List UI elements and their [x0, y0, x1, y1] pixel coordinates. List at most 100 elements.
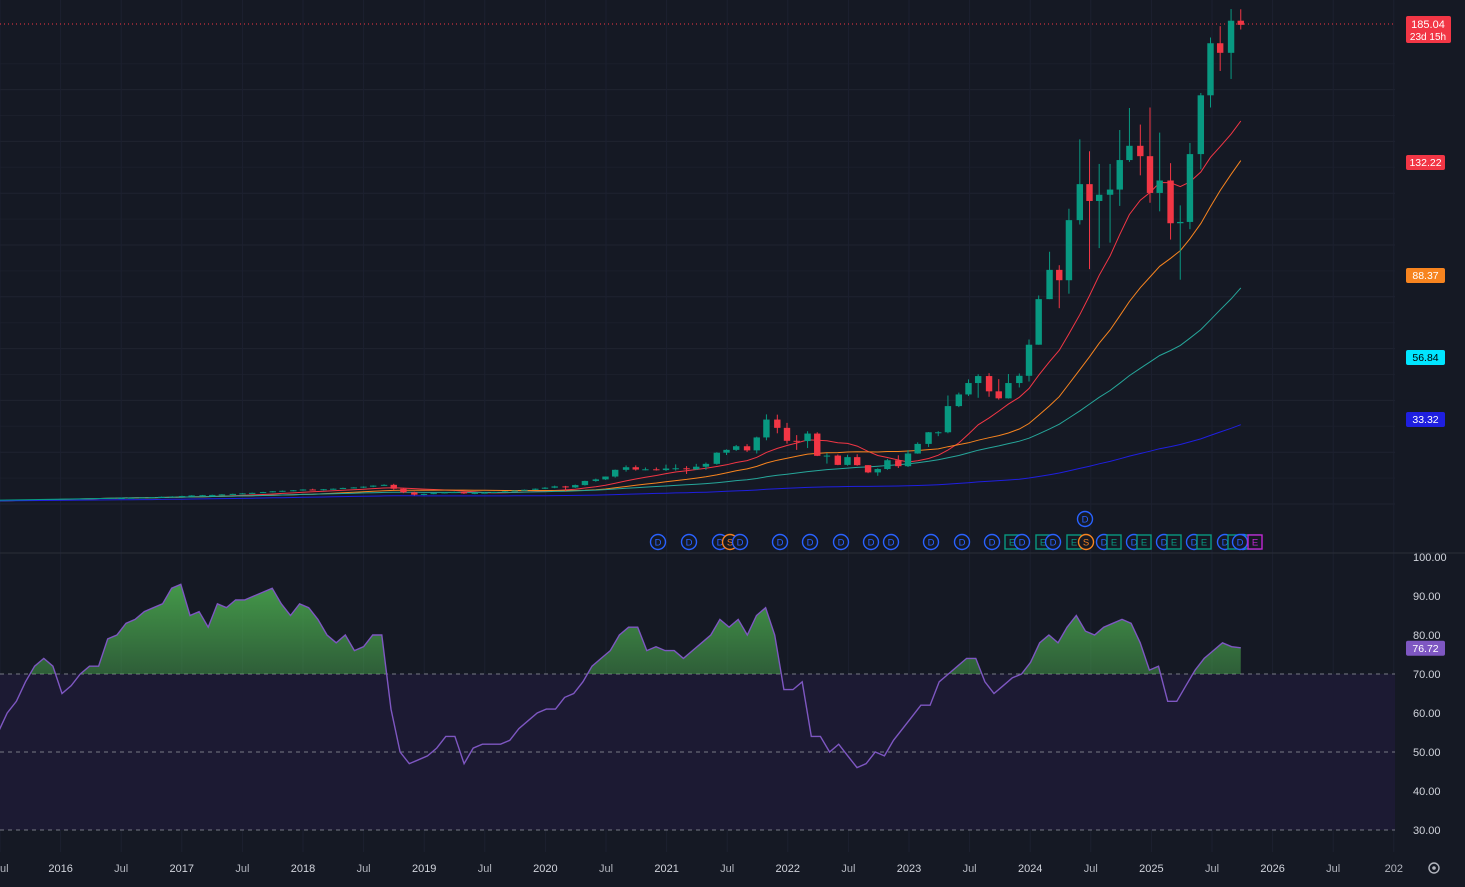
- candle-up[interactable]: [723, 449, 730, 453]
- ma-value-badge[interactable]: [1406, 155, 1445, 170]
- candle-down[interactable]: [411, 492, 418, 495]
- candle-up[interactable]: [925, 432, 932, 444]
- candle-up[interactable]: [269, 491, 276, 493]
- candle-up[interactable]: [360, 486, 367, 488]
- candle-up[interactable]: [369, 485, 377, 487]
- candle-up[interactable]: [138, 497, 146, 499]
- candle-down[interactable]: [1086, 184, 1093, 201]
- candle-down[interactable]: [400, 488, 407, 493]
- candle-up[interactable]: [914, 443, 921, 454]
- event-marker-e[interactable]: E: [1136, 534, 1152, 550]
- candle-up[interactable]: [1177, 221, 1184, 224]
- candle-up[interactable]: [804, 433, 811, 442]
- candle-up[interactable]: [169, 496, 176, 498]
- candle-up[interactable]: [1076, 184, 1084, 221]
- candle-down[interactable]: [460, 492, 468, 494]
- event-marker-d[interactable]: D: [1044, 533, 1062, 551]
- candle-up[interactable]: [1156, 180, 1163, 193]
- candle-up[interactable]: [602, 476, 609, 480]
- candle-up[interactable]: [350, 487, 358, 489]
- candle-up[interactable]: [1126, 145, 1133, 161]
- candle-up[interactable]: [430, 493, 437, 495]
- candle-up[interactable]: [178, 495, 186, 497]
- event-marker-s[interactable]: S: [1077, 533, 1095, 551]
- candle-up[interactable]: [148, 497, 155, 499]
- candle-up[interactable]: [320, 489, 327, 491]
- candle-down[interactable]: [814, 433, 821, 456]
- candle-up[interactable]: [521, 489, 528, 491]
- event-marker-d[interactable]: D: [953, 533, 971, 551]
- candle-down[interactable]: [743, 446, 751, 451]
- event-marker-d[interactable]: D: [731, 533, 749, 551]
- ma-value-badge[interactable]: [1406, 412, 1445, 427]
- candle-up[interactable]: [884, 460, 891, 470]
- candle-up[interactable]: [218, 494, 226, 496]
- candle-down[interactable]: [309, 489, 316, 491]
- candle-up[interactable]: [209, 494, 216, 496]
- candle-up[interactable]: [844, 457, 851, 465]
- event-marker-d[interactable]: D: [801, 533, 819, 551]
- candle-up[interactable]: [490, 492, 498, 494]
- event-marker-d[interactable]: D: [771, 533, 789, 551]
- time-axis[interactable]: ul 2016 Jul 2017 Jul 2018 Jul 2019 Jul 2020 Jul 202…: [0, 855, 1465, 882]
- candle-up[interactable]: [1207, 43, 1214, 96]
- candle-up[interactable]: [511, 490, 518, 492]
- candle-up[interactable]: [581, 480, 589, 486]
- event-marker-d[interactable]: D: [1013, 533, 1031, 551]
- price-axis[interactable]: 0.000020.0040.0060.0080.00100.00120.0014…: [1395, 0, 1465, 882]
- candle-up[interactable]: [904, 453, 912, 467]
- event-marker-d[interactable]: D: [922, 533, 940, 551]
- candle-up[interactable]: [672, 468, 679, 470]
- candle-up[interactable]: [713, 452, 721, 464]
- candle-up[interactable]: [823, 455, 831, 457]
- candle-up[interactable]: [693, 466, 700, 470]
- candle-up[interactable]: [572, 485, 579, 488]
- event-marker-e[interactable]: E: [1106, 534, 1122, 550]
- candle-up[interactable]: [935, 432, 942, 434]
- candle-up[interactable]: [1095, 194, 1103, 201]
- event-marker-d[interactable]: D: [832, 533, 850, 551]
- last-price-badge[interactable]: [1406, 16, 1451, 43]
- candle-up[interactable]: [622, 467, 630, 470]
- candle-up[interactable]: [753, 437, 760, 451]
- candle-up[interactable]: [551, 486, 558, 488]
- candle-up[interactable]: [188, 495, 195, 497]
- event-marker-d[interactable]: D: [1231, 533, 1249, 551]
- candle-down[interactable]: [1237, 20, 1244, 25]
- candle-down[interactable]: [1146, 156, 1154, 193]
- candle-up[interactable]: [1025, 344, 1033, 376]
- candle-down[interactable]: [864, 465, 872, 473]
- candle-down[interactable]: [390, 484, 397, 489]
- event-marker-d[interactable]: D: [862, 533, 880, 551]
- event-marker-d[interactable]: D: [882, 533, 900, 551]
- candle-up[interactable]: [611, 469, 619, 477]
- event-marker-d[interactable]: D: [649, 533, 667, 551]
- candles[interactable]: [0, 9, 1244, 501]
- event-marker-e[interactable]: E: [1166, 534, 1182, 550]
- candle-up[interactable]: [1227, 20, 1235, 53]
- candle-up[interactable]: [441, 492, 448, 494]
- event-marker-e[interactable]: E: [1247, 534, 1263, 550]
- candle-up[interactable]: [1016, 375, 1023, 384]
- candle-up[interactable]: [1046, 269, 1053, 300]
- event-markers[interactable]: DDDSDDDDDDDDDEDEDESDEDEDEDEDEDEDDE: [649, 510, 1263, 551]
- candle-up[interactable]: [955, 394, 963, 407]
- candle-down[interactable]: [562, 486, 569, 488]
- candle-down[interactable]: [774, 419, 781, 428]
- candle-down[interactable]: [683, 468, 690, 470]
- event-marker-d[interactable]: D: [983, 533, 1001, 551]
- candle-up[interactable]: [1197, 95, 1205, 155]
- candle-up[interactable]: [451, 492, 458, 494]
- candle-down[interactable]: [1137, 145, 1144, 157]
- candle-up[interactable]: [732, 446, 740, 450]
- candle-up[interactable]: [763, 419, 770, 438]
- candle-up[interactable]: [874, 469, 881, 473]
- gear-icon[interactable]: [1428, 862, 1440, 874]
- candle-down[interactable]: [653, 469, 660, 471]
- candle-up[interactable]: [1116, 160, 1123, 190]
- candle-up[interactable]: [290, 490, 297, 492]
- candle-up[interactable]: [229, 493, 237, 495]
- candle-up[interactable]: [199, 495, 206, 497]
- candle-up[interactable]: [1035, 299, 1042, 345]
